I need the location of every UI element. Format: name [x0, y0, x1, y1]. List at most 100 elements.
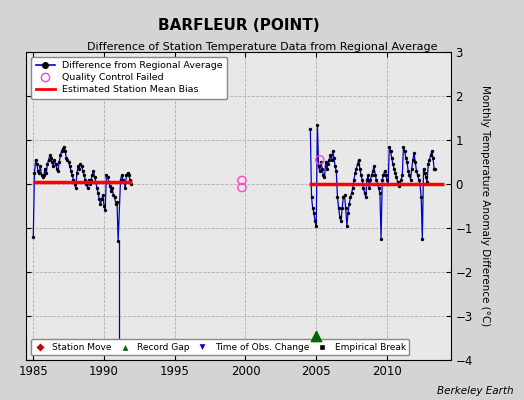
Point	[424, 161, 432, 167]
Point	[368, 168, 377, 174]
Point	[416, 181, 424, 187]
Point	[387, 154, 396, 161]
Point	[367, 172, 376, 178]
Point	[111, 194, 119, 200]
Point	[57, 148, 66, 154]
Point	[60, 143, 68, 150]
Point	[371, 172, 379, 178]
Point	[334, 205, 343, 211]
Point	[396, 181, 404, 187]
Point	[383, 176, 391, 183]
Point	[353, 161, 362, 167]
Point	[104, 178, 113, 185]
Point	[333, 194, 342, 200]
Point	[78, 163, 86, 170]
Point	[74, 163, 82, 170]
Point	[48, 159, 56, 165]
Point	[399, 143, 408, 150]
Point	[405, 172, 413, 178]
Point	[363, 176, 371, 183]
Point	[381, 172, 390, 178]
Point	[372, 176, 380, 183]
Point	[120, 178, 128, 185]
Point	[126, 176, 134, 183]
Point	[93, 185, 101, 192]
Point	[83, 185, 92, 192]
Text: Berkeley Earth: Berkeley Earth	[437, 386, 514, 396]
Point	[345, 201, 353, 207]
Point	[34, 168, 42, 174]
Point	[117, 172, 126, 178]
Point	[55, 159, 63, 165]
Point	[351, 170, 359, 176]
Point	[329, 148, 337, 154]
Point	[421, 170, 429, 176]
Point	[385, 143, 394, 150]
Point	[80, 172, 88, 178]
Point	[314, 163, 323, 170]
Point	[50, 156, 59, 163]
Point	[364, 172, 373, 178]
Point	[118, 176, 127, 183]
Point	[61, 148, 69, 154]
Point	[324, 161, 332, 167]
Point	[407, 176, 415, 183]
Point	[59, 146, 67, 152]
Point	[418, 236, 427, 242]
Point	[413, 172, 422, 178]
Point	[347, 190, 356, 196]
Point	[106, 183, 114, 189]
Point	[331, 163, 339, 170]
Point	[322, 159, 330, 165]
Point	[95, 196, 104, 203]
Point	[75, 166, 83, 172]
Point	[343, 222, 351, 229]
Point	[238, 184, 246, 191]
Point	[373, 181, 381, 187]
Point	[390, 166, 398, 172]
Point	[338, 205, 346, 211]
Point	[389, 161, 397, 167]
Point	[313, 122, 322, 128]
Point	[352, 166, 361, 172]
Point	[319, 172, 328, 178]
Point	[386, 148, 395, 154]
Point	[92, 178, 100, 185]
Point	[348, 185, 357, 192]
Point	[122, 172, 130, 178]
Point	[99, 192, 107, 198]
Point	[380, 168, 389, 174]
Point	[53, 166, 61, 172]
Point	[410, 150, 418, 156]
Point	[370, 163, 378, 170]
Point	[323, 166, 331, 172]
Point	[392, 174, 401, 181]
Point	[107, 187, 115, 194]
Point	[54, 168, 62, 174]
Point	[51, 161, 60, 167]
Point	[316, 159, 325, 165]
Point	[431, 166, 440, 172]
Point	[391, 170, 399, 176]
Point	[414, 176, 423, 183]
Point	[62, 154, 70, 161]
Point	[356, 166, 364, 172]
Point	[112, 201, 120, 207]
Point	[400, 148, 409, 154]
Point	[30, 170, 39, 176]
Point	[73, 170, 81, 176]
Point	[114, 238, 122, 244]
Point	[344, 210, 352, 216]
Point	[103, 174, 112, 181]
Point	[318, 166, 326, 172]
Point	[29, 234, 37, 240]
Point	[94, 190, 102, 196]
Point	[56, 152, 64, 158]
Point	[69, 176, 78, 183]
Point	[427, 152, 435, 158]
Point	[82, 181, 91, 187]
Point	[81, 176, 90, 183]
Point	[124, 170, 132, 176]
Point	[350, 176, 358, 183]
Point	[404, 168, 412, 174]
